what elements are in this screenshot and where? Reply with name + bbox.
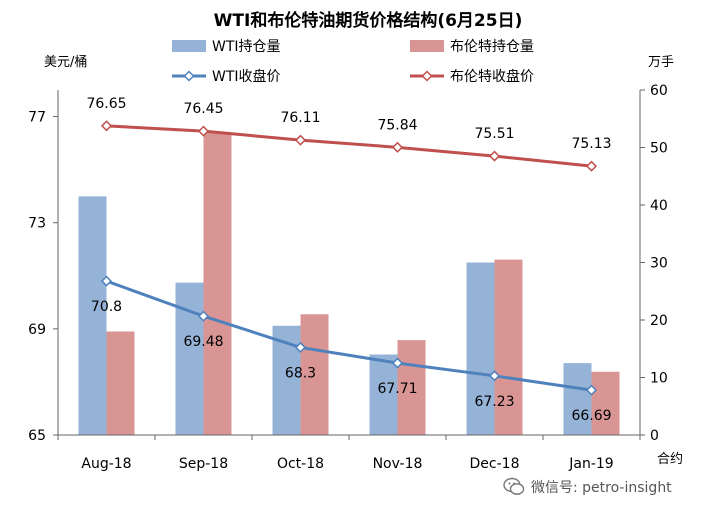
x-tick-label: Oct-18 bbox=[277, 456, 324, 472]
data-label-brent: 76.45 bbox=[183, 101, 223, 117]
data-label-wti: 67.71 bbox=[377, 381, 417, 397]
bar-wti-Sep-18 bbox=[175, 282, 204, 435]
legend-marker-3 bbox=[421, 70, 433, 82]
data-label-brent: 75.84 bbox=[377, 117, 417, 133]
right-tick-label: 30 bbox=[650, 256, 668, 272]
x-tick-label: Jan-19 bbox=[568, 456, 613, 472]
bar-brent-Jan-19 bbox=[591, 371, 620, 435]
right-tick-label: 20 bbox=[650, 313, 668, 329]
legend-label-1: 布伦特持仓量 bbox=[450, 39, 534, 55]
data-label-brent: 76.65 bbox=[86, 96, 126, 112]
data-label-wti: 69.48 bbox=[183, 334, 223, 350]
line-wti-close bbox=[105, 279, 592, 392]
data-label-wti: 66.69 bbox=[571, 408, 611, 424]
left-tick-label: 73 bbox=[28, 216, 46, 232]
legend-label-0: WTI持仓量 bbox=[212, 39, 281, 55]
bar-wti-Aug-18 bbox=[78, 196, 107, 435]
point-brent-Jan-19 bbox=[585, 160, 598, 172]
left-tick-label: 65 bbox=[28, 428, 46, 444]
chart-title: WTI和布伦特油期货价格结构(6月25日) bbox=[214, 10, 523, 31]
bar-brent-Oct-18 bbox=[300, 314, 329, 435]
left-axis-unit: 美元/桶 bbox=[44, 55, 87, 70]
data-label-brent: 75.13 bbox=[571, 136, 611, 152]
left-tick-label: 77 bbox=[28, 110, 46, 126]
data-label-brent: 75.51 bbox=[474, 126, 514, 142]
legend-label-2: WTI收盘价 bbox=[212, 68, 281, 85]
wechat-icon bbox=[503, 477, 525, 495]
legend-marker-2 bbox=[183, 70, 195, 82]
point-brent-Sep-18 bbox=[197, 125, 210, 137]
x-tick-label: Aug-18 bbox=[81, 456, 131, 472]
point-wti-Dec-18 bbox=[488, 370, 501, 382]
point-brent-Aug-18 bbox=[100, 120, 113, 132]
left-tick-label: 69 bbox=[28, 322, 46, 338]
point-wti-Oct-18 bbox=[294, 341, 307, 353]
bar-wti-Nov-18 bbox=[369, 354, 398, 435]
legend-swatch-1 bbox=[410, 40, 444, 52]
right-axis-unit: 万手 bbox=[648, 55, 674, 70]
point-brent-Oct-18 bbox=[294, 134, 307, 146]
x-tick-label: Dec-18 bbox=[470, 456, 520, 472]
legend-swatch-0 bbox=[172, 40, 206, 52]
x-tick-label: Sep-18 bbox=[179, 456, 228, 472]
legend-label-3: 布伦特收盘价 bbox=[450, 68, 534, 85]
line-brent-close bbox=[106, 124, 592, 168]
bar-wti-Jan-19 bbox=[563, 363, 592, 435]
bar-brent-Sep-18 bbox=[203, 133, 232, 435]
x-axis-unit: 合约 bbox=[657, 452, 683, 467]
right-tick-label: 50 bbox=[650, 141, 668, 157]
bar-brent-Aug-18 bbox=[106, 331, 135, 435]
bar-brent-Dec-18 bbox=[494, 259, 523, 435]
point-wti-Jan-19 bbox=[585, 384, 598, 396]
data-label-wti: 67.23 bbox=[474, 394, 514, 410]
bar-brent-Nov-18 bbox=[397, 340, 426, 435]
data-label-brent: 76.11 bbox=[280, 110, 320, 126]
watermark-text: 微信号: petro-insight bbox=[531, 480, 672, 496]
bar-wti-Dec-18 bbox=[466, 262, 495, 435]
point-brent-Nov-18 bbox=[391, 141, 404, 153]
right-tick-label: 0 bbox=[650, 428, 659, 444]
point-wti-Aug-18 bbox=[100, 275, 113, 287]
point-wti-Nov-18 bbox=[391, 357, 404, 369]
point-wti-Sep-18 bbox=[197, 310, 210, 322]
data-label-wti: 70.8 bbox=[91, 299, 122, 315]
right-tick-label: 60 bbox=[650, 83, 668, 99]
x-tick-label: Nov-18 bbox=[373, 456, 423, 472]
point-brent-Dec-18 bbox=[488, 150, 501, 162]
right-tick-label: 10 bbox=[650, 371, 668, 387]
right-tick-label: 40 bbox=[650, 198, 668, 214]
watermark: 微信号: petro-insight bbox=[503, 474, 713, 500]
data-label-wti: 68.3 bbox=[285, 365, 316, 381]
